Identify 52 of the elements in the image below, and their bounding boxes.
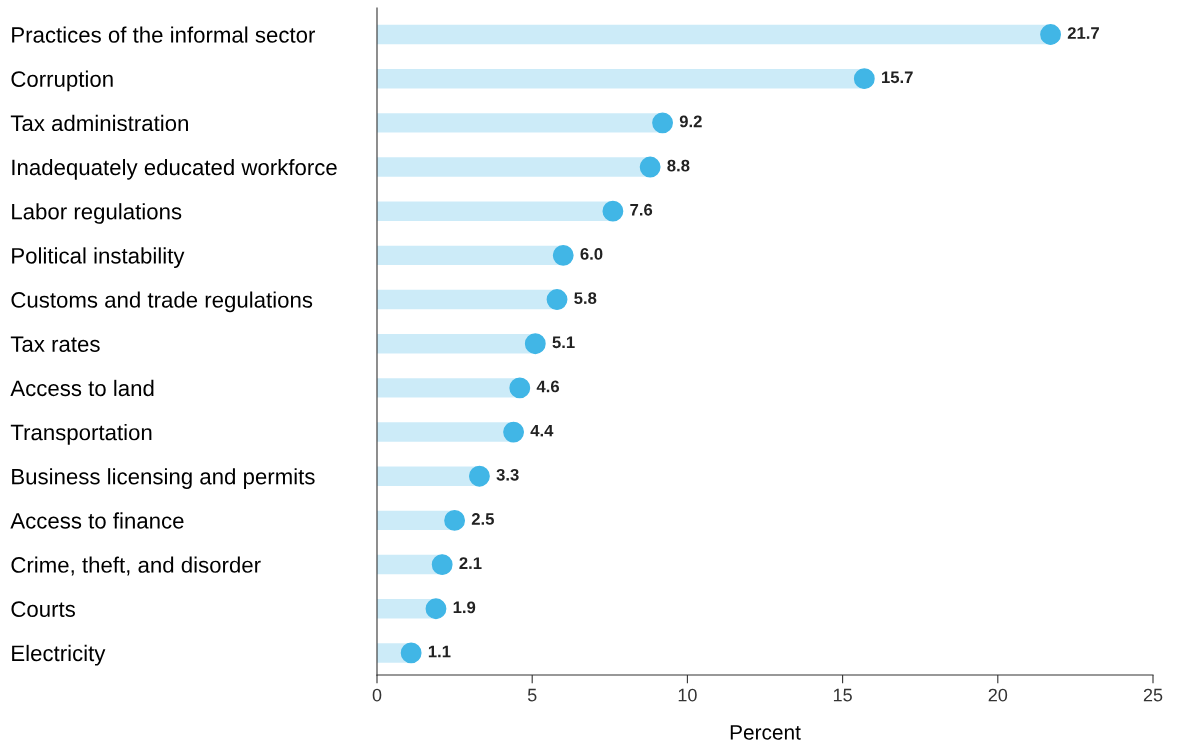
data-label: 1.9: [453, 601, 476, 614]
y-tick-label: Access to land: [10, 379, 154, 397]
x-tick-label: 5: [527, 688, 537, 702]
point: [503, 421, 524, 443]
x-tick-label: 0: [372, 688, 382, 702]
y-tick-label: Practices of the informal sector: [12, 26, 316, 43]
point: [853, 68, 875, 90]
data-label: 7.6: [630, 203, 653, 216]
data-label: 3.3: [496, 468, 519, 481]
point: [652, 112, 673, 134]
y-tick-label: Labor regulations: [12, 203, 182, 224]
x-tick-label: 10: [678, 688, 697, 702]
point: [509, 377, 531, 399]
x-tick-label: 25: [1143, 688, 1163, 702]
y-tick-label: Tax administration: [10, 114, 188, 132]
y-tick-label: Inadequately educated workforce: [12, 158, 337, 180]
point: [524, 333, 546, 355]
point: [546, 289, 568, 310]
y-tick-label: Corruption: [11, 70, 113, 92]
point: [425, 598, 447, 620]
x-tick-label: 20: [988, 688, 1008, 702]
x-axis-title: Percent: [730, 725, 801, 740]
point: [552, 244, 574, 266]
data-label: 2.1: [459, 557, 482, 569]
y-tick-label: Courts: [11, 601, 75, 618]
point: [400, 642, 422, 664]
data-label: 2.5: [471, 513, 494, 525]
point: [602, 200, 624, 222]
data-label: 5.1: [552, 336, 575, 349]
data-label: 4.6: [536, 380, 560, 393]
data-label: 8.8: [667, 159, 690, 172]
point: [1040, 24, 1061, 45]
data-label: 5.8: [574, 292, 597, 305]
point: [431, 554, 453, 575]
x-tick-label: 15: [833, 688, 852, 702]
point: [639, 156, 661, 178]
y-tick-label: Political instability: [12, 247, 185, 269]
y-tick-label: Tax rates: [10, 336, 100, 352]
y-tick-label: Crime, theft, and disorder: [11, 556, 261, 576]
point: [444, 509, 466, 531]
y-tick-label: Business licensing and permits: [12, 468, 315, 489]
data-label: 9.2: [679, 115, 702, 128]
y-tick-label: Customs and trade regulations: [11, 291, 313, 313]
point: [469, 465, 490, 487]
data-label: 6.0: [580, 248, 603, 260]
data-label: 4.4: [530, 424, 554, 437]
data-label: 15.7: [882, 71, 913, 84]
data-label: 21.7: [1067, 27, 1099, 39]
data-label: 1.1: [428, 645, 451, 658]
y-tick-label: Transportation: [10, 424, 152, 445]
y-tick-label: Electricity: [12, 644, 106, 666]
y-tick-label: Access to finance: [10, 512, 184, 529]
